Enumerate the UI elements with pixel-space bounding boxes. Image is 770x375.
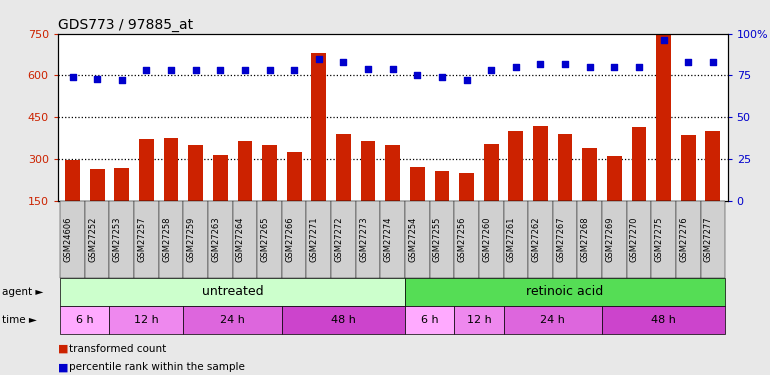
Bar bbox=[385, 145, 400, 201]
Bar bbox=[656, 35, 671, 201]
Text: GDS773 / 97885_at: GDS773 / 97885_at bbox=[58, 18, 192, 32]
Point bbox=[534, 61, 547, 67]
Text: 6 h: 6 h bbox=[421, 315, 438, 325]
Point bbox=[66, 74, 79, 80]
Bar bbox=[631, 127, 646, 201]
Bar bbox=[360, 141, 376, 201]
Text: GSM27256: GSM27256 bbox=[457, 216, 467, 262]
Bar bbox=[533, 126, 548, 201]
Bar bbox=[65, 160, 80, 201]
Point bbox=[485, 68, 497, 74]
Text: GSM27276: GSM27276 bbox=[679, 216, 688, 262]
Bar bbox=[607, 156, 621, 201]
Bar bbox=[705, 131, 720, 201]
Point bbox=[116, 78, 128, 84]
Point bbox=[337, 59, 350, 65]
Bar bbox=[508, 131, 524, 201]
Point bbox=[510, 64, 522, 70]
Point bbox=[460, 78, 473, 84]
Text: GSM27270: GSM27270 bbox=[630, 216, 639, 262]
Text: 48 h: 48 h bbox=[651, 315, 676, 325]
Text: GSM27257: GSM27257 bbox=[137, 216, 146, 262]
Text: GSM27252: GSM27252 bbox=[88, 216, 97, 262]
Bar bbox=[237, 141, 253, 201]
Text: GSM27267: GSM27267 bbox=[556, 216, 565, 262]
Point bbox=[633, 64, 645, 70]
Point bbox=[313, 56, 325, 62]
Bar bbox=[557, 134, 572, 201]
Text: GSM27277: GSM27277 bbox=[704, 216, 713, 262]
Point bbox=[239, 68, 251, 74]
Text: untreated: untreated bbox=[202, 285, 263, 298]
Text: transformed count: transformed count bbox=[69, 344, 166, 354]
Bar bbox=[213, 155, 228, 201]
Text: GSM27264: GSM27264 bbox=[236, 216, 245, 262]
Text: retinoic acid: retinoic acid bbox=[527, 285, 604, 298]
Text: GSM27265: GSM27265 bbox=[260, 216, 269, 262]
Point bbox=[682, 59, 695, 65]
Bar bbox=[434, 171, 450, 201]
Point bbox=[189, 68, 202, 74]
Text: GSM27254: GSM27254 bbox=[408, 216, 417, 262]
Bar bbox=[262, 145, 277, 201]
Text: percentile rank within the sample: percentile rank within the sample bbox=[69, 363, 245, 372]
Bar bbox=[115, 168, 129, 201]
Point bbox=[362, 66, 374, 72]
Text: agent ►: agent ► bbox=[2, 286, 43, 297]
Bar bbox=[484, 144, 499, 201]
Point bbox=[584, 64, 596, 70]
Bar bbox=[139, 140, 154, 201]
Bar bbox=[189, 145, 203, 201]
Text: GSM27269: GSM27269 bbox=[605, 216, 614, 262]
Bar bbox=[164, 138, 179, 201]
Text: GSM24606: GSM24606 bbox=[64, 216, 72, 262]
Text: GSM27263: GSM27263 bbox=[211, 216, 220, 262]
Text: GSM27259: GSM27259 bbox=[186, 216, 196, 262]
Point bbox=[658, 38, 670, 44]
Text: GSM27271: GSM27271 bbox=[310, 216, 319, 262]
Bar bbox=[311, 53, 326, 201]
Text: GSM27262: GSM27262 bbox=[531, 216, 541, 262]
Point bbox=[387, 66, 399, 72]
Bar bbox=[336, 134, 351, 201]
Text: GSM27253: GSM27253 bbox=[112, 216, 122, 262]
Text: GSM27260: GSM27260 bbox=[482, 216, 491, 262]
Text: time ►: time ► bbox=[2, 315, 36, 325]
Text: ■: ■ bbox=[58, 363, 69, 372]
Bar bbox=[90, 169, 105, 201]
Text: GSM27275: GSM27275 bbox=[654, 216, 664, 262]
Text: 48 h: 48 h bbox=[331, 315, 356, 325]
Text: GSM27261: GSM27261 bbox=[507, 216, 516, 262]
Point bbox=[436, 74, 448, 80]
Point bbox=[608, 64, 621, 70]
Bar bbox=[681, 135, 695, 201]
Bar bbox=[410, 167, 425, 201]
Point bbox=[91, 76, 103, 82]
Point bbox=[288, 68, 300, 74]
Point bbox=[165, 68, 177, 74]
Text: GSM27255: GSM27255 bbox=[433, 216, 442, 262]
Text: 24 h: 24 h bbox=[220, 315, 245, 325]
Text: 12 h: 12 h bbox=[467, 315, 491, 325]
Text: GSM27268: GSM27268 bbox=[581, 216, 590, 262]
Text: 24 h: 24 h bbox=[541, 315, 565, 325]
Text: 6 h: 6 h bbox=[76, 315, 94, 325]
Text: GSM27266: GSM27266 bbox=[285, 216, 294, 262]
Text: GSM27272: GSM27272 bbox=[334, 216, 343, 262]
Point bbox=[707, 59, 719, 65]
Bar bbox=[582, 148, 597, 201]
Point bbox=[559, 61, 571, 67]
Text: GSM27273: GSM27273 bbox=[359, 216, 368, 262]
Point bbox=[263, 68, 276, 74]
Bar bbox=[459, 173, 474, 201]
Bar bbox=[286, 152, 302, 201]
Text: GSM27274: GSM27274 bbox=[383, 216, 393, 262]
Point bbox=[140, 68, 152, 74]
Point bbox=[411, 72, 424, 78]
Point bbox=[214, 68, 226, 74]
Text: GSM27258: GSM27258 bbox=[162, 216, 171, 262]
Text: ■: ■ bbox=[58, 344, 69, 354]
Text: 12 h: 12 h bbox=[134, 315, 159, 325]
